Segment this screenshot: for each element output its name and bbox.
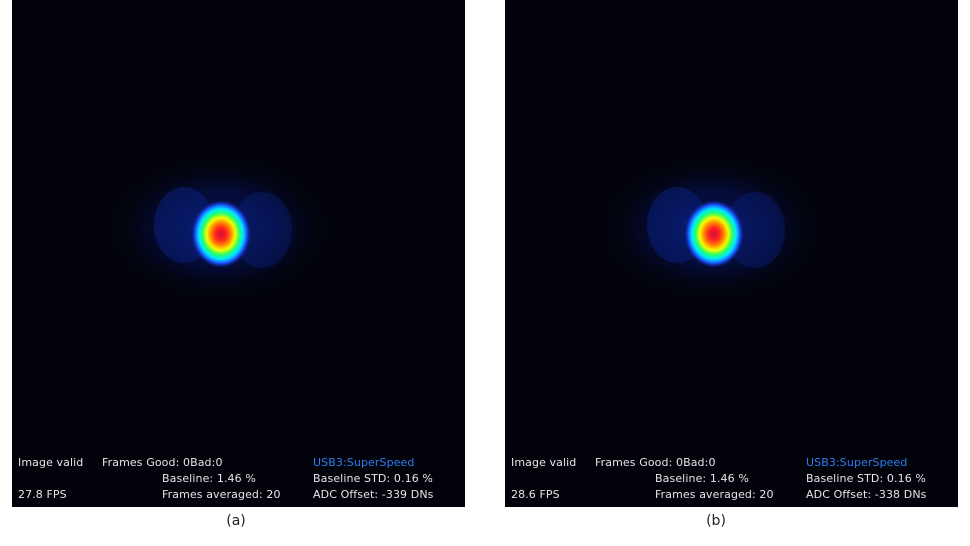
baseline-std-readout: Baseline STD: 0.16 %: [313, 472, 433, 485]
baseline-readout: Baseline: 1.46 %: [162, 472, 256, 485]
baseline-readout: Baseline: 1.46 %: [655, 472, 749, 485]
image-valid-status: Image valid: [18, 456, 84, 469]
connection-status: USB3:SuperSpeed: [806, 456, 908, 469]
caption-b: (b): [706, 513, 726, 529]
beam-core: [684, 200, 744, 268]
frames-averaged-readout: Frames averaged: 20: [655, 488, 774, 501]
image-valid-status: Image valid: [511, 456, 577, 469]
beam-core: [191, 200, 251, 268]
frames-averaged-readout: Frames averaged: 20: [162, 488, 281, 501]
frames-good-readout: Frames Good: 0Bad:0: [102, 456, 223, 469]
beam-spot-image: [597, 153, 827, 303]
frames-good-readout: Frames Good: 0Bad:0: [595, 456, 716, 469]
fps-readout: 28.6 FPS: [511, 488, 560, 501]
baseline-std-readout: Baseline STD: 0.16 %: [806, 472, 926, 485]
adc-offset-readout: ADC Offset: -339 DNs: [313, 488, 434, 501]
beam-spot-image: [104, 153, 334, 303]
caption-a: (a): [226, 513, 246, 529]
beam-profile-panel-a: Image valid 27.8 FPS Frames Good: 0Bad:0…: [12, 0, 465, 507]
beam-profile-panel-b: Image valid 28.6 FPS Frames Good: 0Bad:0…: [505, 0, 958, 507]
connection-status: USB3:SuperSpeed: [313, 456, 415, 469]
adc-offset-readout: ADC Offset: -338 DNs: [806, 488, 927, 501]
fps-readout: 27.8 FPS: [18, 488, 67, 501]
